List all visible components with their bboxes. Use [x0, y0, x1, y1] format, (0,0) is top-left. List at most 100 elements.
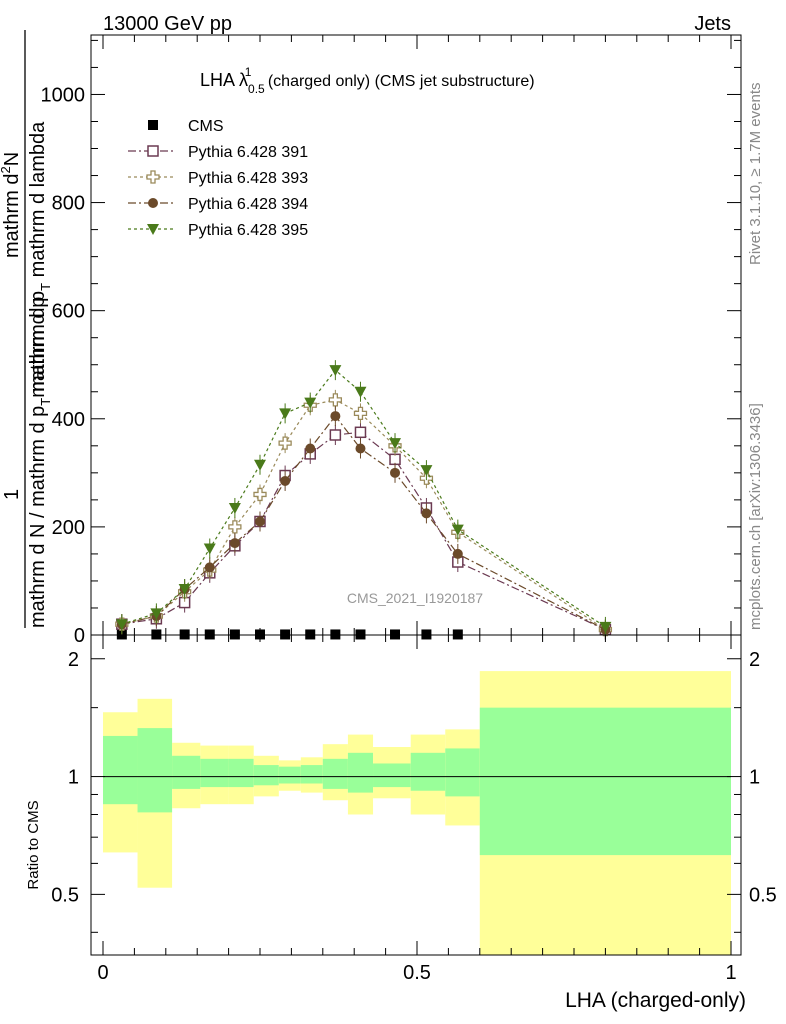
- main-ytick-label: 800: [52, 193, 85, 215]
- data-point: [305, 629, 316, 640]
- ylabel-top-d: mathrm d: [1, 174, 23, 258]
- ylabel-denominator-line2: mathrm d pT mathrm d lambda: [27, 121, 53, 392]
- plot-title: LHA λ0.5 1 (charged only) (CMS jet substr…: [200, 65, 535, 96]
- ratio-inner-band-bin: [373, 763, 411, 788]
- ratio-inner-band-bin: [479, 707, 731, 856]
- ratio-inner-band-bin: [103, 735, 138, 805]
- legend-item: Pythia 6.428 395: [128, 222, 308, 239]
- data-point: [390, 629, 401, 640]
- ratio-inner-band-bin: [322, 758, 348, 789]
- legend-label: Pythia 6.428 393: [188, 170, 308, 187]
- main-plot: 0 200 400 600 800 1000 LHA λ0.5 1 (charged onl…: [41, 34, 742, 647]
- legend-marker: [148, 120, 158, 130]
- legend-marker: [146, 170, 160, 184]
- data-point: [255, 629, 265, 640]
- ratio-inner-band-bin: [228, 758, 254, 788]
- series-pythia-6-428-391: [116, 422, 612, 640]
- ratio-ytick-label: 0.5: [51, 884, 79, 906]
- legend-label: Pythia 6.428 395: [188, 222, 308, 239]
- data-point: [151, 629, 162, 640]
- ylabel-top: mathrm d2N: [0, 152, 23, 258]
- data-point: [280, 475, 291, 486]
- data-point: [229, 629, 240, 640]
- energy-label: 13000 GeV pp: [103, 13, 232, 35]
- data-point: [420, 465, 433, 477]
- data-point: [421, 629, 432, 640]
- ylabel-num-sub: T: [38, 398, 53, 406]
- data-point: [254, 459, 266, 471]
- plot-title-suffix: (charged only) (CMS jet substructure): [263, 73, 534, 90]
- data-point: [390, 467, 401, 478]
- legend-label: Pythia 6.428 391: [188, 144, 308, 161]
- data-point: [421, 508, 432, 519]
- rivet-version-label: Rivet 3.1.10, ≥ 1.7M events: [747, 83, 764, 266]
- ratio-inner-band-bin: [137, 728, 173, 813]
- ratio-xtick-label: 0.5: [403, 962, 431, 984]
- data-point: [354, 386, 367, 398]
- ylabel-top-sup: 2: [0, 166, 13, 173]
- data-point: [355, 443, 366, 454]
- ratio-plot-frame: [90, 634, 742, 956]
- data-point: [355, 629, 366, 640]
- ylabel-numerator: 1: [1, 489, 23, 500]
- ratio-ytick-label-right: 0.5: [749, 884, 777, 906]
- data-point: [116, 629, 127, 640]
- data-point: [178, 584, 191, 596]
- main-ytick-label: 200: [52, 517, 85, 539]
- ratio-inner-band-bin: [410, 752, 446, 791]
- data-point: [305, 443, 316, 454]
- data-point: [389, 453, 401, 466]
- legend-label: Pythia 6.428 394: [188, 196, 308, 213]
- data-point: [279, 408, 292, 420]
- data-point: [204, 562, 215, 573]
- ratio-xlabel: LHA (charged-only): [565, 989, 746, 1012]
- legend-marker: [147, 145, 159, 157]
- category-label: Jets: [694, 13, 731, 35]
- data-point: [354, 426, 367, 439]
- ratio-xtick-label: 1: [725, 962, 736, 984]
- ratio-inner-band-bin: [172, 755, 201, 789]
- data-point: [278, 436, 292, 450]
- legend-item: CMS: [148, 118, 224, 135]
- ylabel-den-tail: mathrm d lambda: [27, 121, 49, 283]
- data-point: [329, 429, 342, 441]
- ratio-ytick-label: 1: [68, 767, 79, 789]
- main-ylabel: 1 mathrm d2N mathrm d N / mathrm d pTmat…: [0, 30, 53, 628]
- data-point: [228, 502, 241, 514]
- ratio-ylabel: Ratio to CMS: [25, 800, 42, 889]
- ratio-ytick-label: 2: [68, 649, 79, 671]
- data-point: [280, 629, 291, 640]
- data-point: [203, 543, 216, 555]
- data-point: [452, 548, 463, 559]
- legend-item: Pythia 6.428 393: [128, 170, 308, 187]
- data-point: [330, 411, 341, 422]
- data-point: [353, 406, 368, 421]
- legend-label: CMS: [188, 118, 224, 135]
- main-ytick-label: 600: [52, 301, 85, 323]
- ratio-bands: [103, 671, 731, 955]
- legend-marker: [148, 198, 158, 208]
- data-point: [255, 516, 265, 527]
- legend-item: Pythia 6.428 391: [128, 144, 308, 161]
- main-ytick-label: 400: [52, 409, 85, 431]
- series-cms: [116, 629, 463, 640]
- main-axis-ticks: 0 200 400 600 800 1000: [41, 35, 741, 647]
- ratio-inner-band-bin: [347, 752, 374, 793]
- data-point: [330, 629, 341, 640]
- ratio-xtick-label: 0: [97, 962, 108, 984]
- ratio-inner-band-bin: [300, 765, 323, 784]
- ylabel-num-tail: mathrm d p: [27, 297, 49, 398]
- main-ytick-label: 0: [74, 625, 85, 647]
- data-point: [115, 619, 128, 631]
- main-series-layer: [115, 360, 613, 640]
- ratio-inner-band-bin: [445, 748, 480, 797]
- ratio-plot: 0.5 0.5 1 1 2 2 0 0.5 1: [51, 634, 777, 984]
- analysis-watermark: CMS_2021_I1920187: [347, 590, 483, 606]
- series-pythia-6-428-395: [115, 360, 612, 637]
- data-point: [253, 487, 267, 502]
- data-point: [150, 608, 163, 620]
- data-point: [329, 365, 342, 377]
- main-ytick-label: 1000: [41, 84, 86, 106]
- ratio-inner-band-bin: [278, 766, 301, 784]
